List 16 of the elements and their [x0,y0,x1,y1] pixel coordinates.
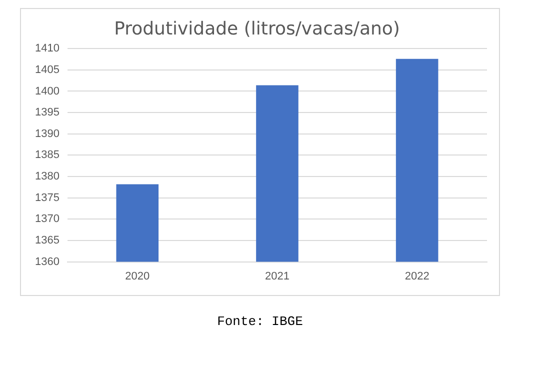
x-tick-label: 2021 [264,270,290,282]
chart-title: Produtividade (litros/vacas/ano) [114,18,400,40]
x-tick-label: 2022 [404,270,430,282]
y-tick-label: 1400 [34,85,60,98]
x-tick-label: 2020 [125,270,150,282]
y-tick-label: 1385 [34,149,60,162]
y-tick-label: 1405 [34,64,60,76]
y-tick-label: 1365 [34,234,60,247]
y-tick-label: 1360 [34,256,60,268]
y-tick-label: 1390 [34,128,60,140]
y-tick-label: 1380 [34,170,60,183]
y-tick-label: 1375 [34,192,60,204]
y-tick-label: 1410 [34,42,60,55]
y-tick-label: 1370 [34,213,60,226]
y-tick-label: 1395 [34,106,60,119]
source-note: Fonte: IBGE [216,314,304,329]
